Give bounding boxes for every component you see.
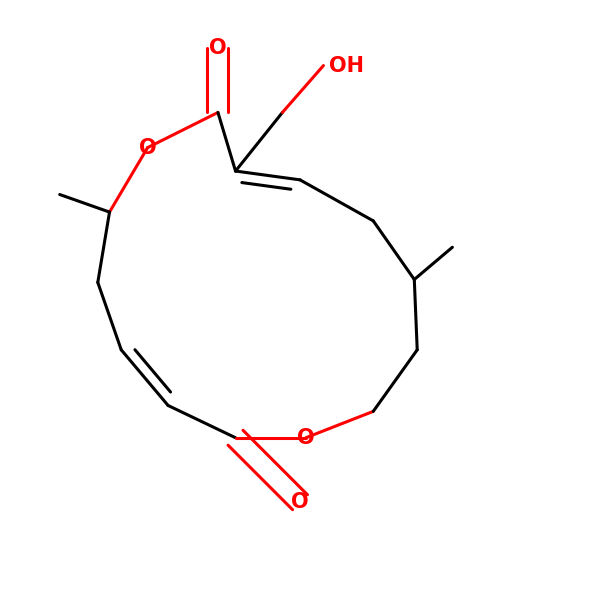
Text: O: O xyxy=(209,38,227,58)
Text: O: O xyxy=(291,492,309,512)
Text: O: O xyxy=(297,428,314,448)
Text: OH: OH xyxy=(329,56,364,76)
Text: O: O xyxy=(139,137,157,158)
